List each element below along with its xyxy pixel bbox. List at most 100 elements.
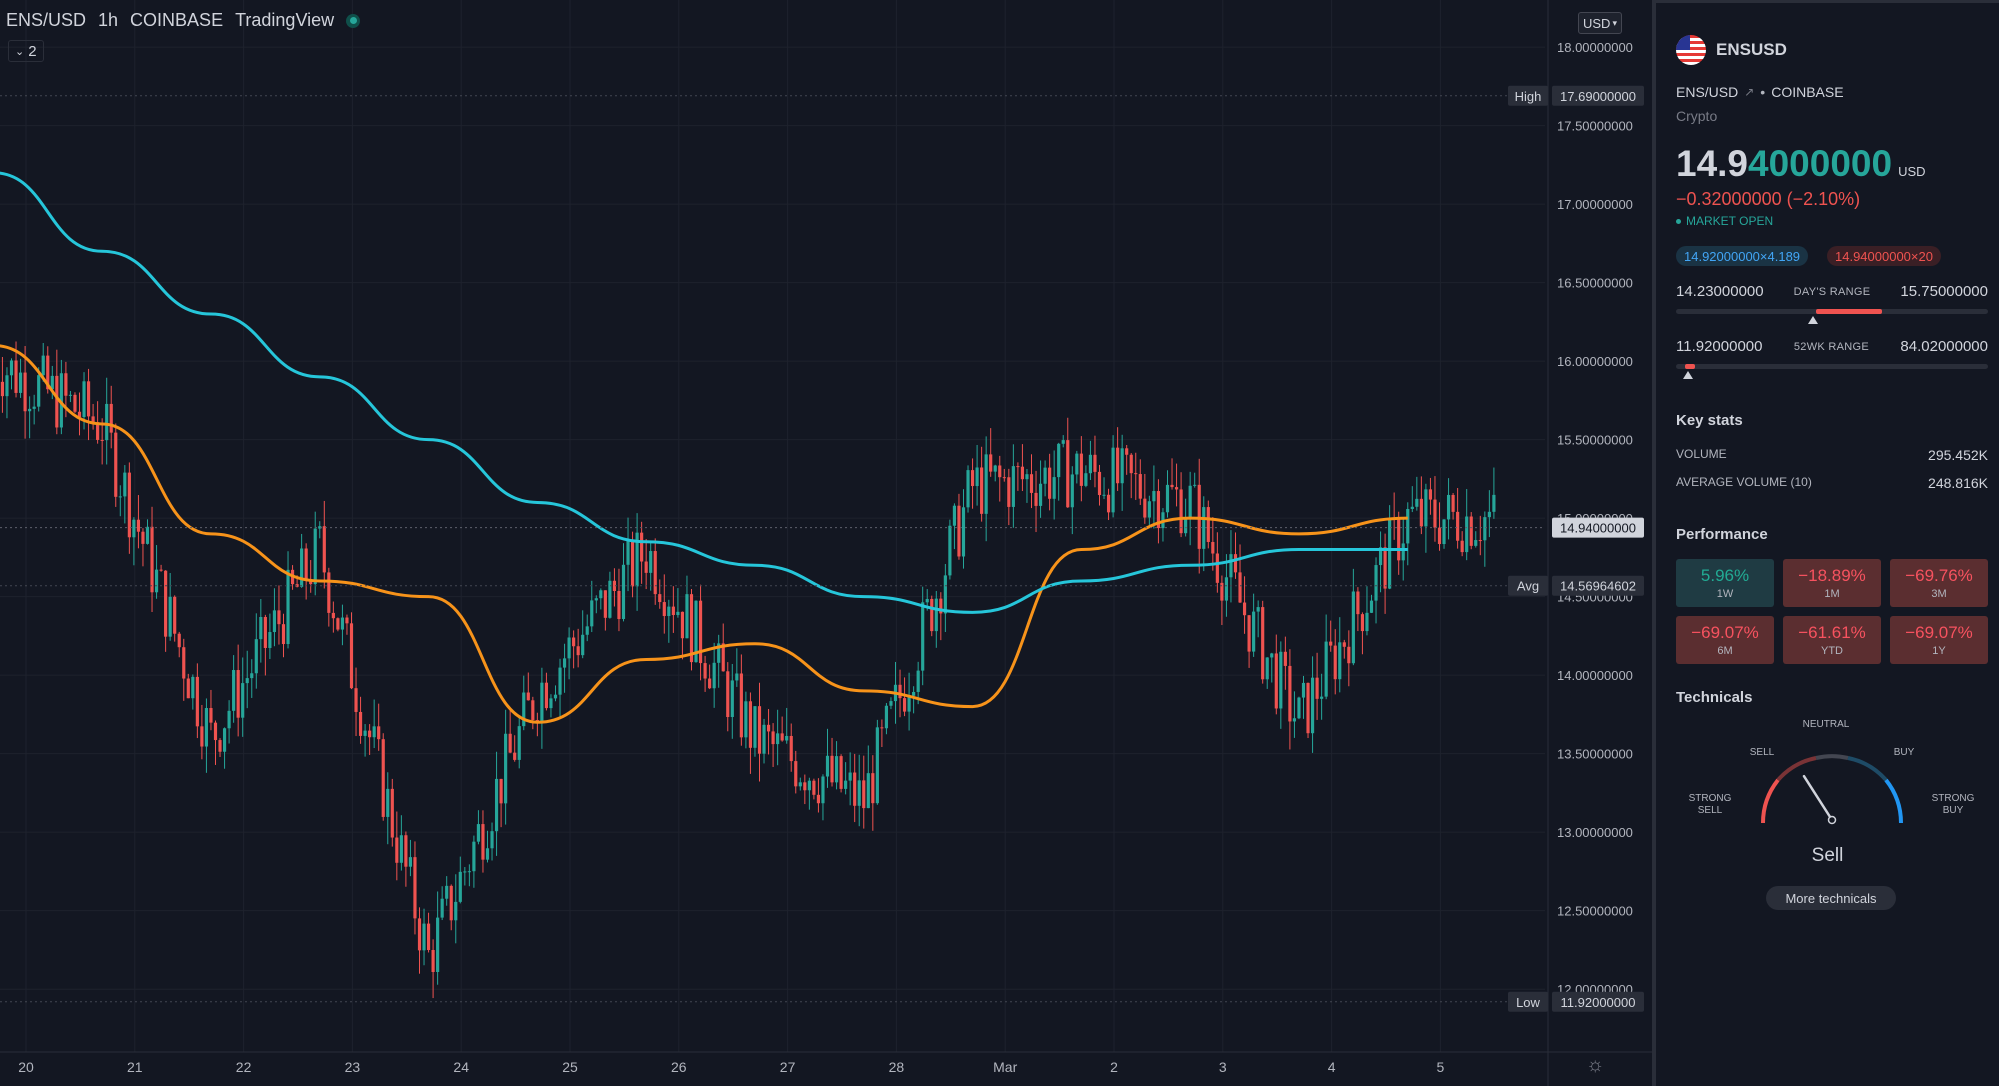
indicators-toggle-button[interactable]: ⌄ 2 [8, 40, 44, 62]
candle-body [1242, 602, 1247, 616]
perf-cell-1y[interactable]: −69.07% 1Y [1890, 616, 1988, 664]
candle-body [912, 691, 916, 696]
legend-symbol[interactable]: ENS/USD [6, 10, 87, 30]
currency-button[interactable]: USD ▾ [1578, 12, 1622, 34]
candle-body [245, 678, 249, 684]
time-tick-label: 5 [1437, 1059, 1445, 1075]
chart-pane[interactable]: 18.00000000 17.50000000 17.00000000 16.5000… [0, 0, 1652, 1086]
legend-interval[interactable]: 1h [98, 10, 119, 30]
candle-body [1401, 543, 1405, 561]
candle-body [590, 600, 594, 627]
candle-body [68, 394, 73, 396]
candle-body [644, 561, 648, 573]
price-badge-label-bg [1508, 575, 1548, 596]
us-flag-icon [1676, 35, 1706, 65]
candle-body [621, 564, 626, 620]
moving-average-line [0, 344, 1408, 724]
external-link-icon[interactable]: ↗ [1744, 85, 1755, 99]
price-tick-label: 13.00000000 [1557, 825, 1633, 840]
days-range-marker-icon [1808, 316, 1819, 324]
candle-body [517, 726, 521, 760]
price-chart[interactable]: 18.00000000 17.50000000 17.00000000 16.5000… [0, 0, 1652, 1086]
perf-value: −18.89% [1798, 566, 1866, 585]
candle-body [712, 662, 716, 689]
candle-body [1360, 614, 1365, 632]
symbol-details-panel: ENSUSD ENS/USD ↗ • COINBASE Crypto 14.9 … [1656, 0, 1999, 1086]
candle-body [753, 706, 757, 748]
candle-body [970, 470, 975, 487]
candle-body [1156, 491, 1161, 529]
candle-body [422, 923, 426, 951]
candle-body [1125, 448, 1129, 455]
perf-cell-6m[interactable]: −69.07% 6M [1676, 616, 1774, 664]
perf-cell-1w[interactable]: 5.96% 1W [1676, 559, 1774, 607]
price-badge-bg [1552, 85, 1644, 106]
gear-icon[interactable]: ☼ [1586, 1054, 1605, 1076]
candle-body [1252, 611, 1256, 652]
candle-body [1165, 484, 1170, 513]
candle-body [1224, 577, 1229, 601]
candle-body [463, 871, 467, 873]
time-tick-label: 2 [1110, 1059, 1118, 1075]
candle-body [1193, 484, 1197, 486]
perf-cell-3m[interactable]: −69.76% 3M [1890, 559, 1988, 607]
price-tail: 4000000 [1748, 143, 1893, 184]
candle-body [250, 673, 254, 679]
candle-body [721, 643, 725, 672]
bid-badge: 14.92000000×4.189 [1676, 246, 1809, 266]
candle-body [50, 375, 54, 390]
candle-body [522, 692, 526, 727]
candle-body [739, 673, 743, 738]
candle-body [585, 626, 589, 635]
candle-body [390, 788, 394, 838]
candle-body [286, 569, 290, 645]
more-technicals-button[interactable]: More technicals [1766, 886, 1896, 910]
candle-body [703, 663, 707, 679]
candle-body [544, 682, 549, 709]
candle-body [834, 756, 839, 783]
candle-body [417, 918, 422, 951]
market-status-dot-icon [346, 13, 361, 28]
candle-body [1116, 447, 1120, 484]
candle-body [1057, 443, 1061, 478]
price-badge-label: Avg [1517, 579, 1539, 594]
candle-body [989, 454, 993, 472]
candle-body [1292, 718, 1297, 722]
candle-body [594, 598, 598, 601]
candle-body [472, 841, 476, 872]
panel-splitter[interactable] [1652, 0, 1656, 1086]
candle-body [1451, 494, 1455, 512]
candle-body [880, 727, 884, 729]
price-currency: USD [1898, 164, 1926, 179]
candle-body [1478, 540, 1482, 542]
perf-cell-ytd[interactable]: −61.61% YTD [1783, 616, 1881, 664]
market-status-text: MARKET OPEN [1686, 214, 1774, 228]
candle-body [96, 422, 100, 440]
candle-body [1025, 474, 1029, 480]
candle-body [1138, 474, 1142, 499]
candle-body [440, 898, 444, 918]
symbol-name[interactable]: ENSUSD [1716, 40, 1787, 59]
candle-body [1419, 498, 1423, 527]
gauge-arc-sell [1776, 756, 1817, 782]
asset-type: Crypto [1676, 108, 1718, 124]
candle-body [916, 670, 920, 692]
perf-cell-1m[interactable]: −18.89% 1M [1783, 559, 1881, 607]
candle-body [889, 701, 893, 706]
candle-body [626, 540, 630, 565]
pair-link[interactable]: ENS/USD [1676, 84, 1739, 100]
candle-body [871, 773, 875, 804]
candle-body [476, 824, 481, 842]
candle-body [467, 871, 471, 873]
perf-label: 1W [1716, 588, 1734, 600]
candle-body [1011, 466, 1015, 507]
candle-body [1247, 615, 1251, 652]
candle-body [1315, 677, 1319, 699]
candle-body [812, 780, 816, 795]
candle-body [263, 616, 267, 648]
candle-body [1456, 511, 1460, 541]
candle-body [449, 885, 453, 921]
candle-body [1102, 494, 1106, 496]
candle-body [698, 600, 703, 664]
candle-body [363, 730, 367, 736]
